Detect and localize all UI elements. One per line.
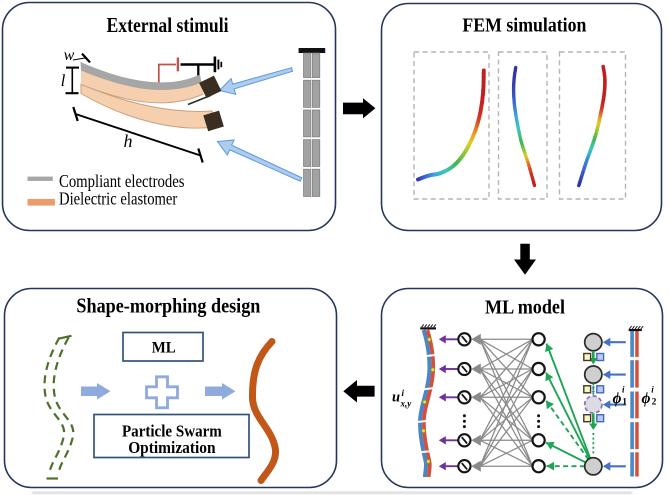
svg-text:x,y: x,y [400, 399, 413, 409]
svg-text:ϕ: ϕ [613, 390, 622, 407]
svg-text:l: l [61, 71, 66, 90]
svg-text:ϕ: ϕ [642, 390, 651, 407]
svg-text:Shape-morphing design: Shape-morphing design [76, 294, 260, 318]
svg-text:Dielectric elastomer: Dielectric elastomer [59, 188, 177, 208]
svg-text:i: i [622, 385, 625, 395]
svg-text:ML model: ML model [485, 297, 565, 319]
svg-text:i: i [402, 388, 405, 398]
svg-text:Optimization: Optimization [128, 438, 215, 457]
svg-text:ML: ML [152, 340, 176, 357]
svg-text:2: 2 [652, 398, 657, 408]
svg-text:External stimuli: External stimuli [107, 13, 229, 37]
svg-text:1: 1 [622, 398, 627, 408]
svg-text:u: u [392, 390, 400, 406]
svg-text:h: h [124, 131, 133, 151]
svg-text:Compliant electrodes: Compliant electrodes [59, 171, 185, 191]
svg-text:Particle Swarm: Particle Swarm [122, 422, 222, 441]
svg-text:w: w [64, 47, 75, 64]
svg-text:i: i [651, 385, 654, 395]
svg-text:FEM simulation: FEM simulation [462, 15, 587, 37]
